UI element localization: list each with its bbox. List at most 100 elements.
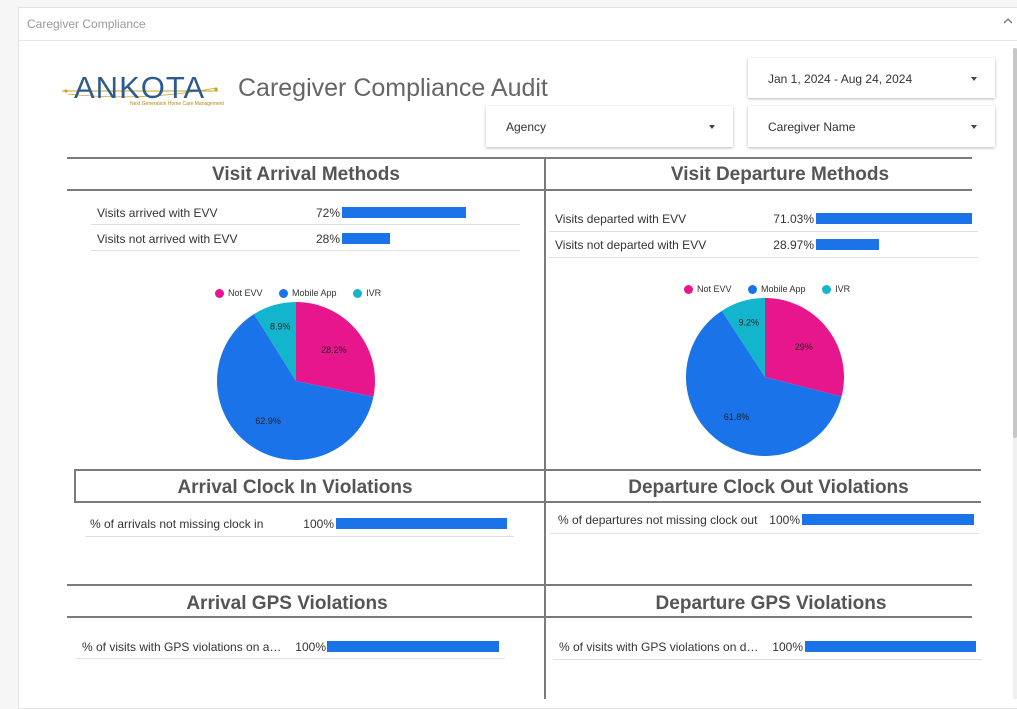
row-separator (91, 250, 520, 251)
row-separator (91, 224, 520, 225)
legend-ivr[interactable]: IVR (822, 284, 850, 294)
legend-mobile-app[interactable]: Mobile App (279, 288, 337, 298)
gps-arrival-bar (327, 641, 499, 652)
pie-label-not-evv: 28.2% (321, 345, 347, 355)
pie-slice-ivr[interactable] (721, 298, 765, 377)
row-separator (550, 533, 979, 534)
pie-slice-ivr[interactable] (254, 302, 296, 381)
divider (545, 584, 972, 586)
arrival-methods-title: Visit Arrival Methods (212, 164, 400, 185)
ivr-swatch (822, 284, 832, 294)
clock-in-title: Arrival Clock In Violations (177, 477, 413, 498)
arrival-methods-pie: 28.2% 62.9% 8.9% (217, 302, 375, 460)
date-range-picker[interactable]: Jan 1, 2024 - Aug 24, 2024 (748, 58, 995, 98)
departure-evv-label: Visits departed with EVV (555, 212, 687, 226)
departure-non-evv-bar (816, 239, 880, 250)
pie-slice-mobile-app[interactable] (686, 310, 842, 456)
mobile-app-swatch (279, 288, 289, 298)
row-separator (76, 658, 505, 659)
divider (67, 189, 545, 191)
clock-out-label: % of departures not missing clock out (558, 513, 758, 527)
agency-dropdown[interactable]: Agency (486, 106, 733, 147)
page-title: Caregiver Compliance Audit (238, 74, 548, 102)
pie-label-not-evv: 29% (795, 342, 813, 352)
caret-down-icon (971, 125, 977, 129)
departure-evv-bar (816, 213, 972, 224)
gps-departure-value: 100% (772, 640, 803, 654)
arrival-pie-legend: Not EVV Mobile App IVR (215, 287, 395, 298)
date-range-label: Jan 1, 2024 - Aug 24, 2024 (768, 72, 913, 86)
legend-label: Mobile App (292, 287, 337, 298)
divider (545, 469, 981, 471)
departure-non-evv-value: 28.97% (773, 238, 814, 252)
divider (67, 157, 545, 159)
not-evv-swatch (684, 284, 693, 294)
clock-in-bar (336, 518, 507, 529)
ivr-swatch (353, 288, 363, 298)
mobile-app-swatch (748, 284, 758, 294)
gps-departure-label: % of visits with GPS violations on dep..… (559, 640, 759, 654)
caregiver-dropdown[interactable]: Caregiver Name (748, 106, 995, 147)
divider (74, 469, 76, 503)
logo-tagline: Next Generation Home Care Management (130, 101, 224, 107)
caregiver-label: Caregiver Name (768, 120, 856, 134)
gps-arrival-value: 100% (295, 640, 326, 654)
legend-label: Mobile App (761, 283, 806, 294)
legend-ivr[interactable]: IVR (353, 288, 381, 298)
arrival-evv-value: 72% (315, 206, 340, 220)
departure-pie-legend: Not EVV Mobile App IVR (684, 283, 864, 294)
divider (75, 469, 545, 471)
svg-text:ANKOTA: ANKOTA (74, 70, 205, 105)
legend-label: IVR (835, 283, 851, 294)
departure-methods-title: Visit Departure Methods (670, 164, 890, 185)
pie-label-mobile-app: 62.9% (255, 416, 281, 426)
caret-down-icon (971, 77, 977, 81)
divider (545, 501, 981, 503)
arrival-evv-bar (342, 207, 466, 218)
pie-label-ivr: 9.2% (739, 317, 760, 327)
gps-arrival-title: Arrival GPS Violations (186, 593, 388, 614)
pie-label-mobile-app: 61.8% (724, 412, 750, 422)
legend-not-evv[interactable]: Not EVV (215, 288, 263, 298)
pie-slice-not-evv[interactable] (296, 302, 375, 397)
departure-non-evv-label: Visits not departed with EVV (555, 238, 707, 252)
arrival-non-evv-bar (342, 233, 391, 244)
clock-in-label: % of arrivals not missing clock in (90, 517, 264, 531)
divider (545, 616, 972, 618)
divider (544, 157, 546, 699)
row-separator (549, 231, 978, 232)
divider (75, 501, 545, 503)
row-separator (85, 536, 514, 537)
gps-arrival-label: % of visits with GPS violations on arri.… (82, 640, 282, 654)
arrival-non-evv-value: 28% (315, 232, 340, 246)
caret-down-icon (709, 125, 715, 129)
panel-header[interactable]: Caregiver Compliance (19, 8, 1017, 41)
legend-label: Not EVV (697, 283, 732, 294)
ankota-logo: ANKOTA (62, 70, 218, 105)
divider (67, 616, 545, 618)
clock-out-bar (802, 514, 974, 525)
row-separator (549, 257, 978, 258)
agency-label: Agency (506, 120, 547, 134)
chevron-up-icon[interactable] (1001, 14, 1015, 28)
row-separator (553, 659, 982, 660)
panel-title: Caregiver Compliance (27, 17, 146, 31)
arrival-evv-label: Visits arrived with EVV (97, 206, 218, 220)
pie-slice-not-evv[interactable] (765, 298, 844, 397)
arrival-non-evv-label: Visits not arrived with EVV (97, 232, 238, 246)
clock-out-title: Departure Clock Out Violations (628, 477, 909, 498)
departure-evv-value: 71.03% (773, 212, 814, 226)
legend-label: Not EVV (228, 287, 263, 298)
not-evv-swatch (215, 288, 224, 298)
legend-mobile-app[interactable]: Mobile App (748, 284, 806, 294)
clock-in-value: 100% (303, 517, 334, 531)
scrollbar-thumb[interactable] (1013, 48, 1017, 438)
legend-not-evv[interactable]: Not EVV (684, 284, 732, 294)
divider (67, 584, 545, 586)
gps-departure-bar (805, 641, 976, 652)
departure-methods-pie: 29% 61.8% 9.2% (686, 298, 844, 456)
divider (545, 189, 972, 191)
pie-slice-mobile-app[interactable] (217, 314, 374, 460)
gps-departure-title: Departure GPS Violations (655, 593, 887, 614)
legend-label: IVR (366, 287, 382, 298)
